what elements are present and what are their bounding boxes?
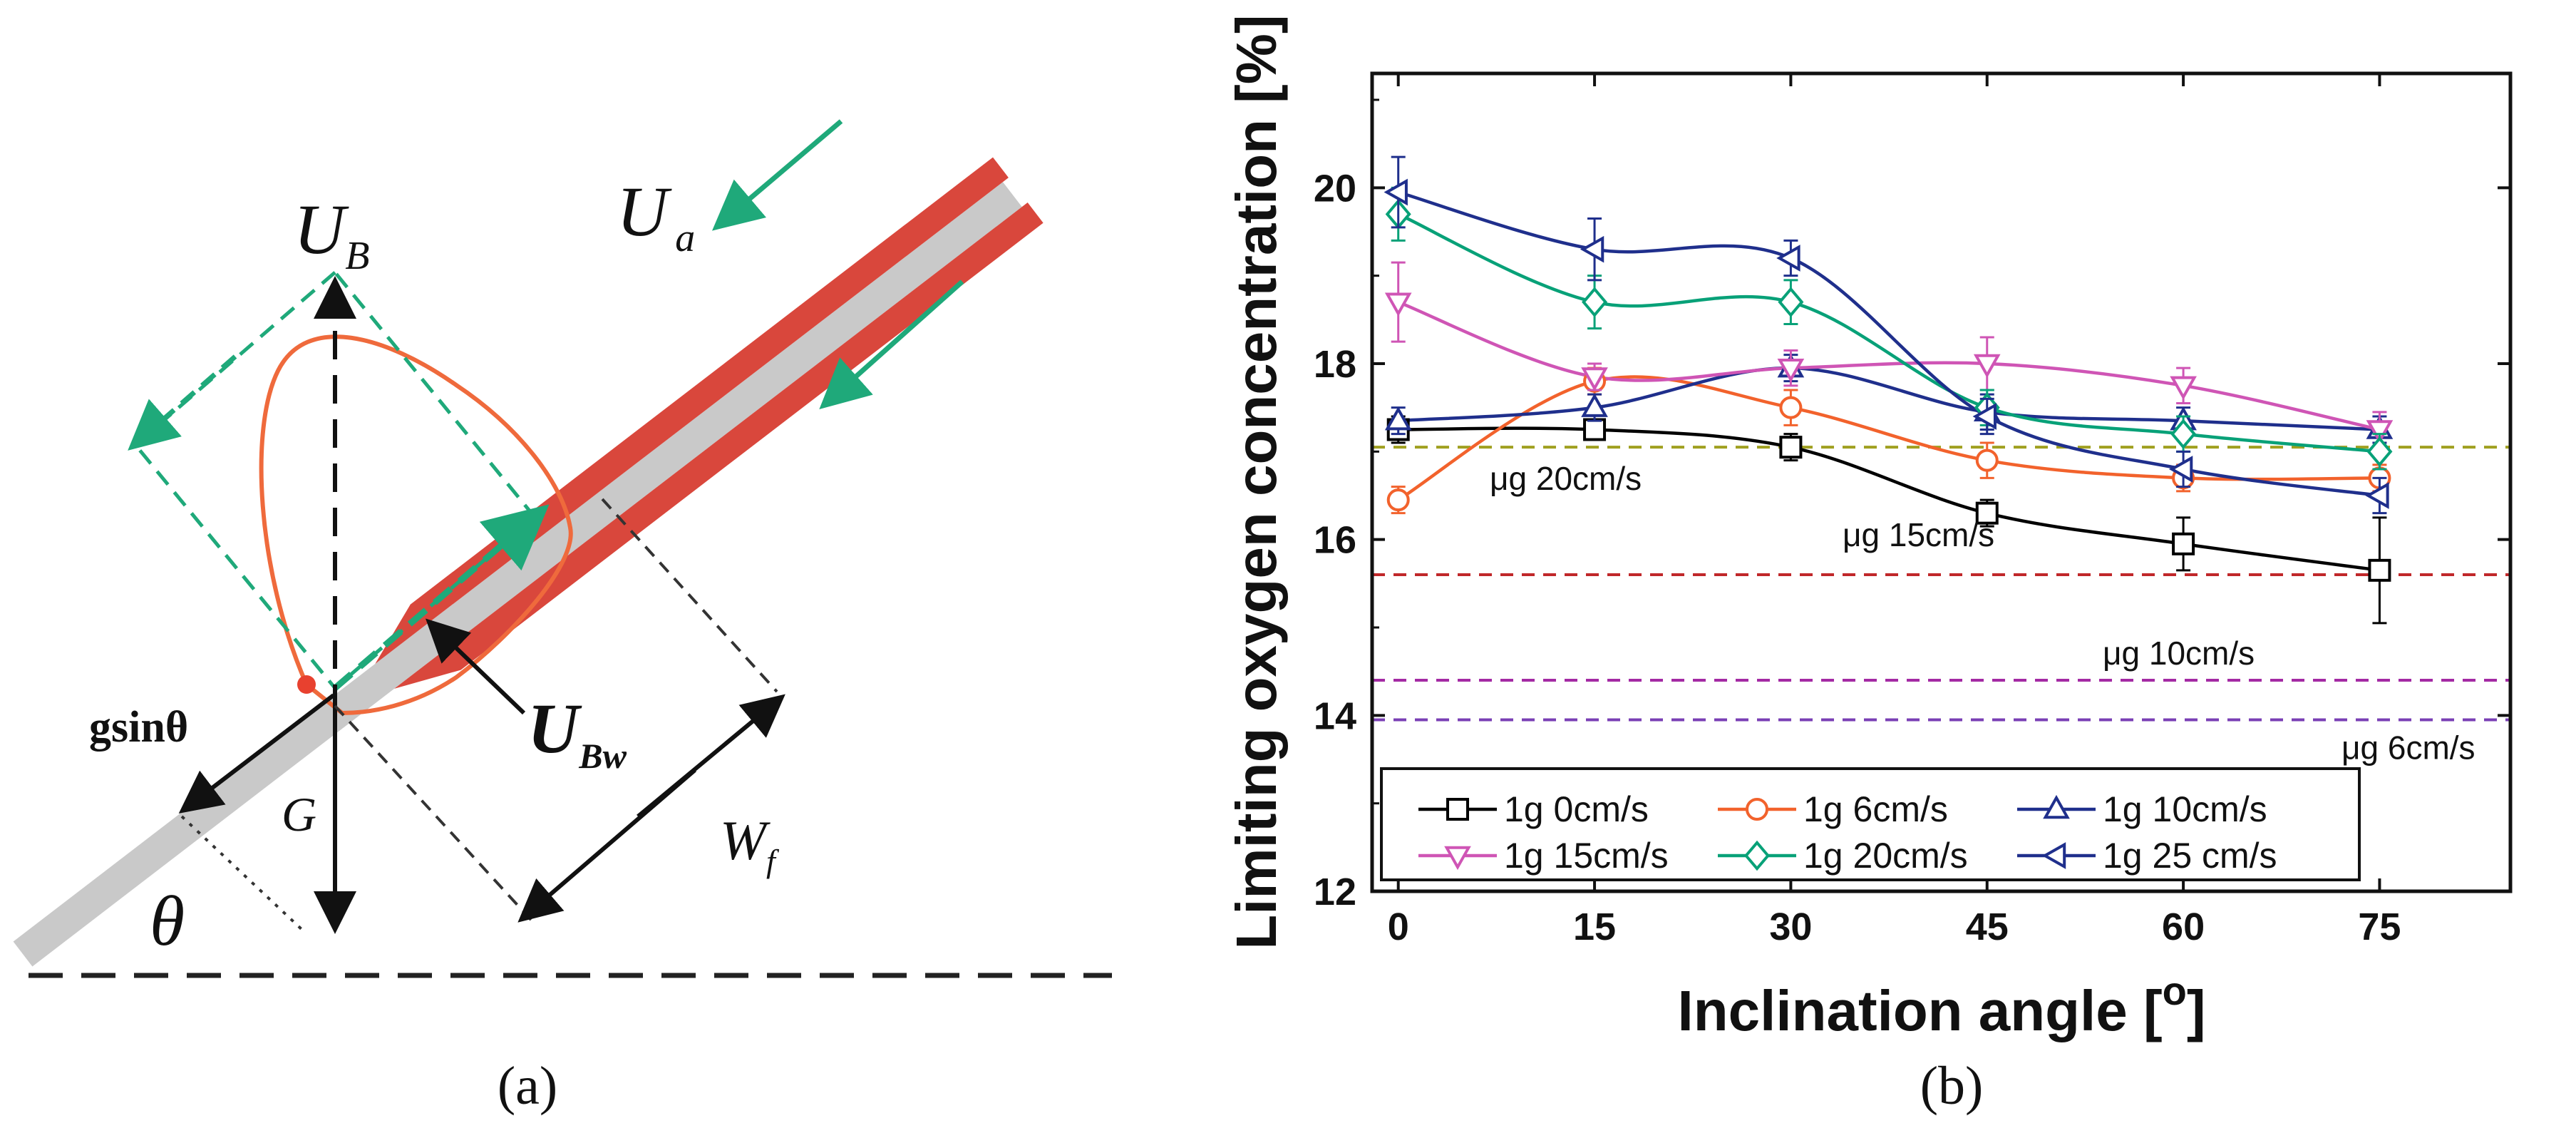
series-line: [1397, 300, 2380, 431]
y-tick-label: 16: [1314, 519, 1356, 562]
data-point: [2170, 376, 2197, 401]
legend-marker: [1746, 798, 1768, 821]
label-theta: θ: [150, 881, 185, 960]
data-point: [1972, 403, 1997, 430]
reference-label: μg 10cm/s: [2103, 635, 2255, 672]
legend-marker: [1743, 840, 1771, 871]
data-point: [2365, 482, 2389, 509]
reference-label: μg 6cm/s: [2341, 729, 2475, 767]
legend-marker: [1444, 846, 1471, 871]
label-gsin: gsinθ: [89, 703, 188, 752]
data-point: [1973, 354, 2001, 379]
legend-label: 1g 6cm/s: [1803, 789, 1948, 829]
label-g: G: [282, 787, 316, 841]
series-line: [1397, 212, 2380, 453]
x-axis-title: Inclination angle [o]: [1678, 968, 2206, 1042]
label-ub: UB: [294, 190, 369, 278]
y-tick-label: 18: [1314, 343, 1356, 386]
flame-band-bottom: [394, 202, 1044, 689]
data-point: [1581, 367, 1608, 391]
data-point: [1779, 436, 1803, 459]
legend-label: 1g 0cm/s: [1504, 789, 1649, 829]
flame-outline: [259, 334, 573, 716]
data-point: [1581, 393, 1608, 417]
series-line: [1397, 375, 2380, 502]
caption-a: (a): [498, 1056, 557, 1116]
data-point: [2168, 456, 2193, 483]
legend: 1g 0cm/s 1g 6cm/s 1g 10cm/s 1g 15cm/s 1g 20c…: [1380, 767, 2361, 881]
y-axis-title: Limiting oxygen concentration [%]: [1225, 14, 1288, 949]
legend-label: 1g 20cm/s: [1803, 836, 1968, 876]
y-tick-label: 14: [1314, 694, 1356, 737]
data-point: [1384, 406, 1412, 431]
legend-label: 1g 10cm/s: [2103, 789, 2267, 829]
freestream-arrow-2: [819, 280, 964, 409]
data-point: [1777, 358, 1805, 383]
legend-label: 1g 15cm/s: [1504, 836, 1669, 876]
data-point: [1778, 287, 1804, 317]
y-tick-label: 12: [1314, 871, 1356, 913]
legend-marker: [2043, 794, 2070, 819]
ignition-point: [297, 675, 316, 694]
x-tick-label: 15: [1573, 906, 1616, 948]
series-lines: [1397, 190, 2380, 573]
wf-arrow-down: [517, 768, 696, 923]
data-point: [1384, 178, 1408, 206]
data-point: [1776, 245, 1800, 272]
legend-marker: [1446, 798, 1469, 821]
data-point: [1384, 292, 1412, 317]
series-line: [1398, 366, 2380, 431]
x-tick-label: 0: [1388, 906, 1409, 948]
data-point: [1975, 448, 1999, 472]
reference-label: μg 20cm/s: [1490, 460, 1642, 497]
plate: [13, 157, 1044, 967]
y-tick-label: 20: [1314, 167, 1356, 210]
series-markers: [1384, 155, 2394, 625]
reference-labels: μg 20cm/s μg 15cm/s μg 10cm/s μg 6cm/s: [1490, 460, 2475, 766]
data-point: [2366, 420, 2394, 444]
data-point: [2172, 532, 2195, 555]
legend-box: [1380, 767, 2361, 881]
panel-b-chart: 0 15 30 45 60 75 12 14 16 18 20 μg 20cm/s μg 15cm/s…: [1225, 14, 2513, 1116]
legend-label: 1g 25 cm/s: [2103, 836, 2277, 876]
axis-ticks: 0 15 30 45 60 75 12 14 16 18 20: [1314, 73, 2510, 948]
legend-marker: [2041, 842, 2066, 869]
label-ubw: UBw: [527, 689, 627, 776]
x-tick-label: 45: [1966, 906, 2009, 948]
data-point: [2170, 419, 2197, 449]
caption-b: (b): [1920, 1056, 1984, 1116]
data-point: [1583, 418, 1607, 441]
gsin-arrow: [178, 693, 335, 814]
ubw-pointer: [426, 618, 526, 715]
data-point: [1582, 287, 1608, 317]
series-line: [1398, 190, 2380, 498]
flow-arrow-left: [128, 354, 237, 451]
x-tick-label: 60: [2162, 906, 2205, 948]
x-tick-label: 30: [1769, 906, 1812, 948]
reference-label: μg 15cm/s: [1843, 516, 1994, 553]
series-line: [1398, 426, 2380, 573]
x-tick-label: 75: [2358, 906, 2401, 948]
plot-frame: [1370, 71, 2513, 893]
data-point: [1779, 396, 1803, 419]
data-point: [1386, 488, 1410, 512]
data-point: [2366, 436, 2393, 467]
construction-line-1: [334, 704, 532, 921]
label-wf: Wf: [720, 809, 780, 879]
construction-line-2: [601, 498, 778, 693]
data-point: [2368, 558, 2391, 582]
data-point: [1580, 235, 1604, 263]
data-point: [1975, 501, 1999, 525]
freestream-arrow-1: [711, 119, 843, 231]
flow-arrow-along: [333, 504, 550, 691]
